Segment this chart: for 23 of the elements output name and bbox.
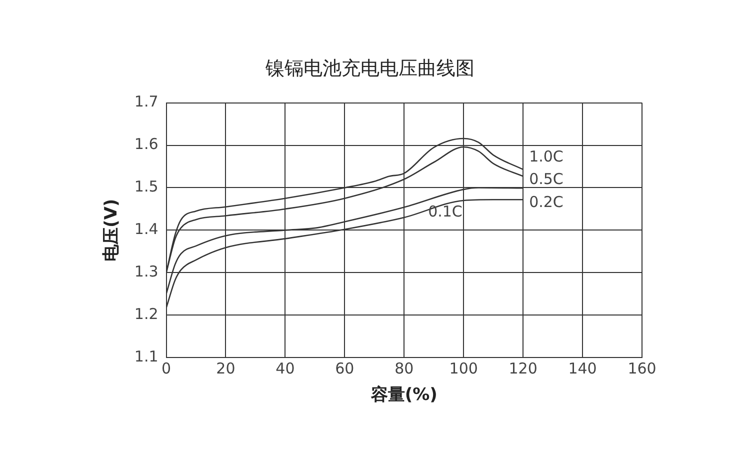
y-tick-label: 1.6 (134, 135, 158, 154)
x-tick-label: 60 (335, 359, 354, 378)
x-tick-label: 120 (508, 359, 538, 378)
series-label: 1.0C (529, 147, 564, 166)
x-tick-label: 100 (449, 359, 478, 378)
y-tick-label: 1.7 (134, 92, 158, 111)
x-tick-label: 160 (628, 359, 656, 378)
y-tick-label: 1.5 (134, 178, 158, 196)
y-axis-title: 电压(V) (102, 198, 122, 262)
series-label: 0.5C (529, 170, 564, 188)
y-tick-label: 1.2 (134, 305, 158, 324)
series-label: 0.1C (428, 202, 462, 221)
x-tick-label: 20 (216, 359, 236, 378)
y-tick-label: 1.4 (134, 220, 158, 238)
x-tick-label: 140 (568, 359, 597, 378)
x-tick-label: 40 (276, 359, 295, 378)
x-tick-label: 80 (394, 359, 414, 378)
x-axis-title: 容量(%) (370, 385, 438, 406)
y-tick-label: 1.1 (134, 347, 158, 366)
y-tick-label: 1.3 (134, 262, 158, 281)
chart-title: 镍镉电池充电电压曲线图 (264, 57, 474, 80)
x-tick-label: 0 (161, 359, 172, 378)
series-label: 0.2C (529, 193, 564, 212)
